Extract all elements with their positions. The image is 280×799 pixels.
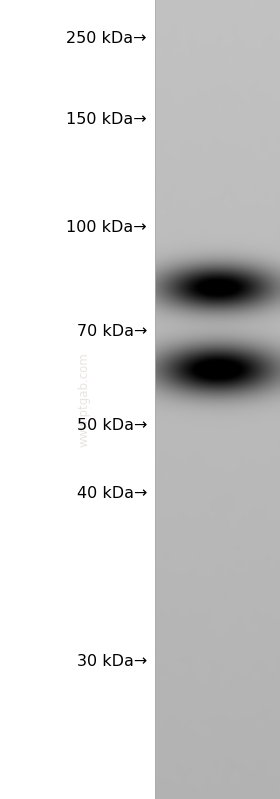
Text: www.ptgab.com: www.ptgab.com: [78, 352, 90, 447]
Text: 30 kDa→: 30 kDa→: [77, 654, 147, 669]
Text: 150 kDa→: 150 kDa→: [66, 113, 147, 127]
Text: 70 kDa→: 70 kDa→: [77, 324, 147, 339]
Text: 50 kDa→: 50 kDa→: [77, 418, 147, 432]
Text: 250 kDa→: 250 kDa→: [67, 31, 147, 46]
Text: 100 kDa→: 100 kDa→: [66, 221, 147, 235]
Text: 40 kDa→: 40 kDa→: [77, 487, 147, 501]
